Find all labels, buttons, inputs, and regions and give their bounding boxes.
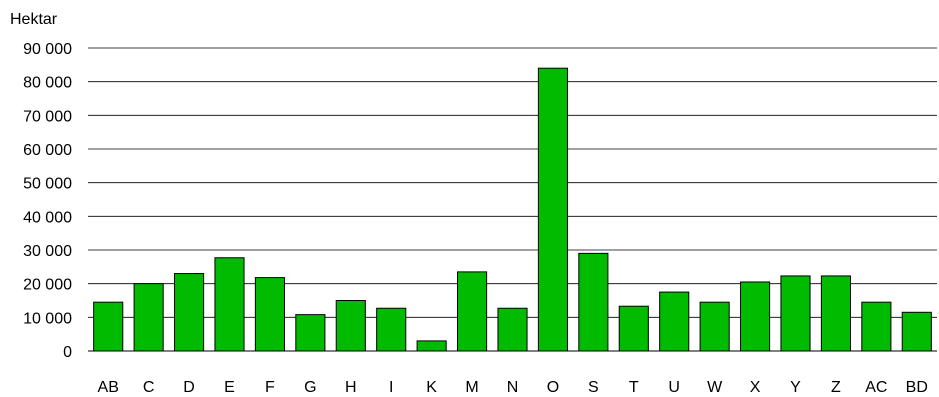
- x-tick-label: AB: [98, 379, 119, 396]
- x-tick-label: Y: [790, 379, 801, 396]
- x-tick-label: D: [183, 379, 195, 396]
- x-tick-label: K: [426, 379, 437, 396]
- x-tick-label: C: [143, 379, 155, 396]
- y-axis-title: Hektar: [10, 11, 58, 28]
- x-tick-label: H: [345, 379, 357, 396]
- bar-c: [134, 284, 163, 351]
- y-tick-label: 40 000: [23, 209, 72, 226]
- y-tick-label: 30 000: [23, 243, 72, 260]
- y-tick-labels: 0 10 000 20 000 30 000 40 000 50 000 60 000 70 …: [23, 41, 72, 361]
- bar-t: [619, 306, 648, 351]
- x-tick-label: E: [224, 379, 235, 396]
- y-tick-label: 0: [63, 344, 72, 361]
- x-tick-label: M: [465, 379, 478, 396]
- bars: [94, 68, 932, 351]
- bar-o: [538, 68, 567, 351]
- y-tick-label: 10 000: [23, 310, 72, 327]
- bar-g: [296, 315, 325, 351]
- x-tick-label: T: [629, 379, 639, 396]
- bar-i: [377, 308, 406, 351]
- bar-bd: [902, 312, 931, 351]
- bar-ac: [862, 302, 891, 351]
- bar-u: [660, 292, 689, 351]
- bar-s: [579, 253, 608, 351]
- bar-x: [741, 282, 770, 351]
- bar-e: [215, 258, 244, 351]
- x-tick-label: AC: [865, 379, 887, 396]
- bar-n: [498, 308, 527, 351]
- y-tick-label: 80 000: [23, 75, 72, 92]
- bar-f: [255, 278, 284, 351]
- x-tick-labels: AB C D E F G H I K M N O S T U W X Y Z AC BD: [98, 379, 928, 396]
- x-tick-label: N: [507, 379, 519, 396]
- y-tick-label: 90 000: [23, 41, 72, 58]
- x-tick-label: X: [750, 379, 761, 396]
- y-tick-label: 60 000: [23, 142, 72, 159]
- x-tick-label: Z: [831, 379, 841, 396]
- bar-w: [700, 302, 729, 351]
- y-tick-label: 20 000: [23, 277, 72, 294]
- x-tick-label: W: [707, 379, 723, 396]
- x-tick-label: I: [389, 379, 393, 396]
- bar-k: [417, 341, 446, 351]
- x-tick-label: U: [668, 379, 680, 396]
- x-tick-label: O: [547, 379, 559, 396]
- x-tick-label: S: [588, 379, 599, 396]
- x-tick-label: G: [304, 379, 316, 396]
- bar-ab: [94, 302, 123, 351]
- y-tick-label: 70 000: [23, 108, 72, 125]
- x-tick-label: BD: [906, 379, 928, 396]
- bar-m: [458, 272, 487, 351]
- y-tick-label: 50 000: [23, 176, 72, 193]
- x-tick-label: F: [265, 379, 275, 396]
- bar-h: [336, 301, 365, 352]
- bar-d: [175, 274, 204, 351]
- bar-y: [781, 276, 810, 351]
- bar-z: [821, 276, 850, 351]
